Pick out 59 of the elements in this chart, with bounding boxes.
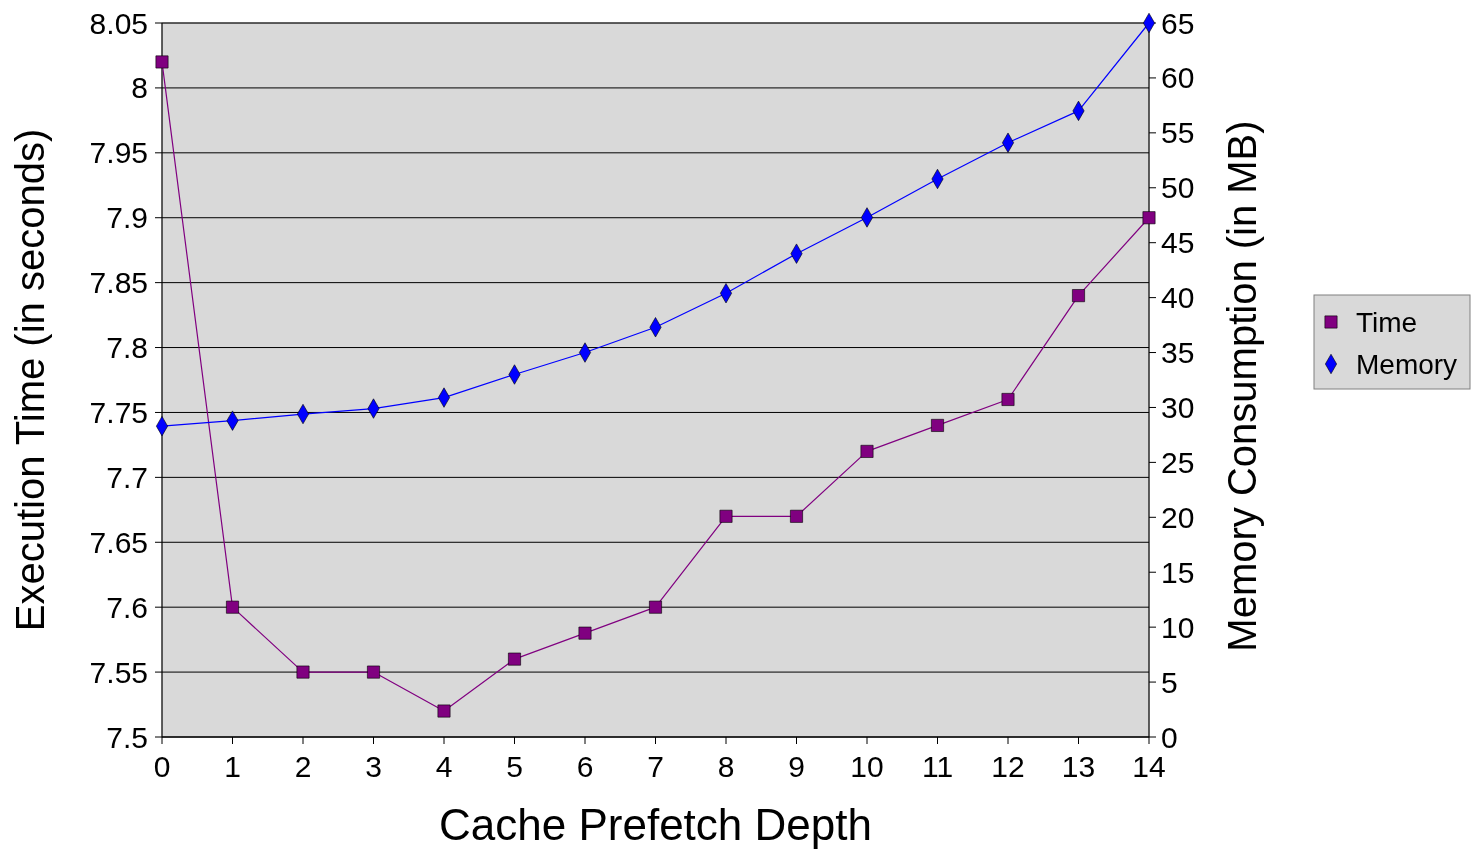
- x-tick-label: 7: [647, 750, 664, 783]
- y2-tick-label: 50: [1161, 171, 1195, 205]
- y-tick-label: 7.6: [106, 590, 148, 624]
- y-tick-label: 7.55: [89, 655, 148, 689]
- y-tick-label: 8: [131, 71, 148, 105]
- y2-tick-label: 30: [1161, 390, 1195, 424]
- point: [578, 626, 592, 640]
- y2-tick-label: 10: [1161, 610, 1195, 644]
- x-axis-title: Cache Prefetch Depth: [439, 800, 872, 849]
- x-tick-label: 8: [717, 750, 735, 783]
- y2-axis-title: Memory Consumption (in MB): [1220, 120, 1264, 652]
- x-tick-label: 11: [921, 750, 954, 783]
- point: [790, 509, 803, 523]
- y2-tick-label: 5: [1161, 665, 1178, 699]
- x-tick-label: 6: [576, 750, 594, 783]
- x-tick-label: 4: [435, 750, 453, 783]
- x-tick-label: 3: [365, 750, 382, 783]
- y2-tick-label: 25: [1161, 445, 1195, 479]
- legend-label: Time: [1356, 306, 1418, 338]
- y-tick-label: 7.85: [89, 266, 148, 300]
- y-tick-label: 7.65: [89, 525, 148, 559]
- x-tick-label: 0: [153, 750, 171, 783]
- y2-tick-label: 15: [1161, 555, 1195, 589]
- y2-tick-label: 40: [1161, 281, 1195, 315]
- y2-tick-label: 65: [1161, 6, 1195, 40]
- point: [155, 55, 169, 69]
- y2-tick-label: 20: [1161, 500, 1195, 534]
- legend-label: Memory: [1356, 348, 1458, 380]
- point: [1001, 393, 1015, 406]
- y2-tick-label: 35: [1161, 336, 1195, 370]
- point: [931, 419, 944, 432]
- y-tick-label: 7.75: [89, 395, 148, 429]
- y-tick-label: 8.05: [89, 6, 148, 40]
- point: [508, 652, 521, 666]
- y2-tick-label: 55: [1161, 116, 1195, 150]
- y2-tick-label: 45: [1161, 226, 1195, 260]
- point: [296, 665, 310, 679]
- y-tick-label: 7.8: [106, 331, 148, 365]
- point: [437, 704, 451, 718]
- point: [1142, 211, 1156, 225]
- x-tick-label: 2: [294, 750, 312, 783]
- point: [226, 600, 239, 614]
- x-tick-label: 13: [1061, 750, 1096, 783]
- x-tick-label: 10: [850, 750, 884, 783]
- point: [649, 600, 662, 614]
- x-tick-label: 5: [506, 750, 523, 783]
- x-tick-label: 1: [224, 750, 241, 783]
- y-tick-label: 7.95: [89, 136, 148, 170]
- y-axis-title: Execution Time (in seconds): [8, 128, 52, 632]
- x-tick-label: 12: [991, 750, 1025, 783]
- point: [719, 509, 733, 523]
- y2-tick-label: 60: [1161, 61, 1195, 95]
- x-tick-label: 9: [788, 750, 805, 783]
- y-tick-label: 7.9: [106, 201, 148, 235]
- point: [1072, 289, 1085, 303]
- point: [367, 665, 380, 679]
- point: [860, 444, 874, 458]
- y-tick-label: 7.5: [106, 720, 148, 754]
- y-tick-label: 7.7: [106, 460, 148, 494]
